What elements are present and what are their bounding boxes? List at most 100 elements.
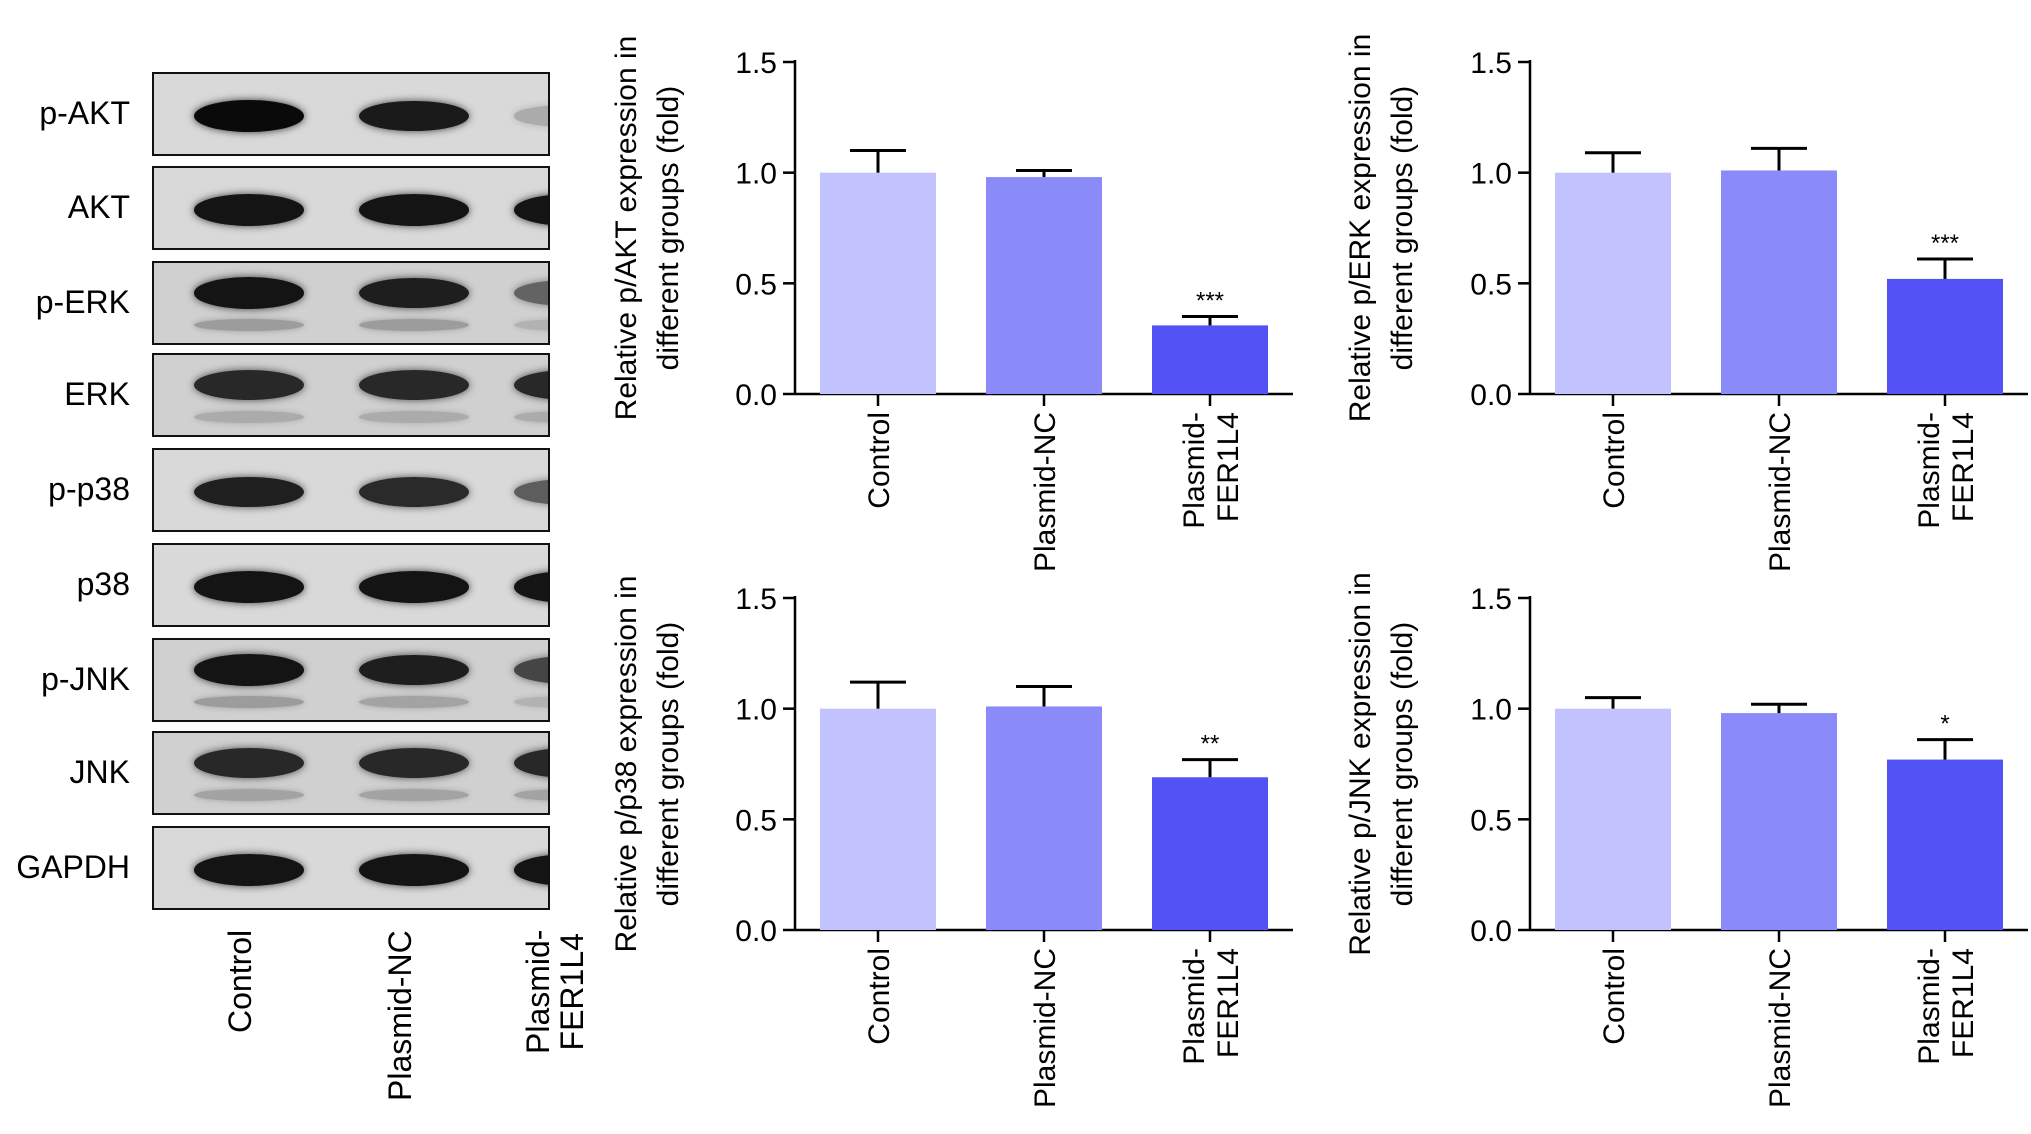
x-tick-label: Control — [863, 412, 896, 509]
x-tick-label: Plasmid-NC — [1764, 948, 1797, 1108]
blot-row-box — [152, 353, 550, 437]
blot-band — [359, 571, 469, 603]
x-tick-label: Plasmid- — [1913, 948, 1946, 1065]
x-tick-label: Plasmid-NC — [1764, 412, 1797, 572]
blot-band-secondary — [359, 319, 469, 331]
y-axis-label: Relative p/p38 expression in — [610, 576, 643, 953]
blot-row-label: GAPDH — [16, 849, 130, 885]
bar — [1721, 170, 1837, 394]
blot-band-secondary — [514, 319, 548, 331]
blot-row-label: AKT — [67, 189, 130, 225]
bar — [986, 177, 1102, 394]
x-tick-label: Control — [863, 948, 896, 1045]
bar — [1887, 278, 2003, 394]
blot-band — [194, 370, 304, 400]
y-axis-label: different groups (fold) — [1386, 86, 1419, 371]
bar — [1555, 708, 1671, 930]
y-tick-label: 1.0 — [1470, 158, 1512, 191]
blot-band — [194, 748, 304, 778]
bar — [820, 708, 936, 930]
blot-band — [359, 194, 469, 226]
blot-band-secondary — [514, 411, 548, 423]
blot-row-box — [152, 543, 550, 627]
blot-band-secondary — [359, 411, 469, 423]
x-tick-label: Plasmid- — [1178, 412, 1211, 529]
blot-row-box — [152, 72, 550, 156]
blot-band — [194, 476, 304, 508]
blot-band — [194, 277, 304, 309]
y-tick-label: 0.0 — [735, 915, 777, 948]
bar — [820, 172, 936, 394]
y-tick-label: 0.5 — [735, 268, 777, 301]
significance-label: *** — [1931, 230, 1959, 257]
y-axis-label: Relative p/ERK expression in — [1344, 34, 1377, 423]
blot-band-secondary — [514, 696, 548, 708]
blot-row-label: p-JNK — [41, 661, 130, 697]
bar — [1887, 759, 2003, 930]
blot-row-box — [152, 166, 550, 250]
blot-row-label: ERK — [64, 376, 130, 412]
x-tick-label: Plasmid- — [1913, 412, 1946, 529]
blot-band-secondary — [359, 696, 469, 708]
x-tick-label: FER1L4 — [1947, 412, 1980, 522]
x-tick-label: Control — [1598, 412, 1631, 509]
blot-band-secondary — [194, 696, 304, 708]
blot-band — [194, 654, 304, 686]
x-tick-label: Control — [1598, 948, 1631, 1045]
blot-row-label: p38 — [76, 566, 130, 602]
y-tick-label: 0.5 — [735, 804, 777, 837]
y-tick-label: 1.0 — [1470, 694, 1512, 727]
blot-band-secondary — [194, 319, 304, 331]
y-tick-label: 1.5 — [1470, 583, 1512, 616]
y-tick-label: 1.0 — [735, 158, 777, 191]
blot-band-secondary — [359, 789, 469, 801]
y-tick-label: 0.5 — [1470, 268, 1512, 301]
y-tick-label: 0.0 — [1470, 915, 1512, 948]
x-tick-label: Plasmid-NC — [1029, 412, 1062, 572]
y-axis-label: different groups (fold) — [652, 622, 685, 907]
blot-row-box — [152, 731, 550, 815]
blot-row-box — [152, 261, 550, 345]
blot-row-label: p-ERK — [35, 284, 130, 320]
y-axis-label: different groups (fold) — [652, 86, 685, 371]
y-axis-label: Relative p/AKT expression in — [610, 36, 643, 421]
blot-row-box — [152, 826, 550, 910]
blot-row-label: JNK — [69, 754, 130, 790]
blot-band — [359, 654, 469, 686]
x-tick-label: Plasmid- — [1178, 948, 1211, 1065]
blot-band — [359, 748, 469, 778]
blot-band — [194, 571, 304, 603]
blot-band — [514, 105, 548, 127]
x-tick-label: FER1L4 — [1212, 948, 1245, 1058]
y-tick-label: 0.0 — [735, 379, 777, 412]
blot-row-label: p-AKT — [39, 95, 130, 131]
blot-band — [359, 477, 469, 507]
y-tick-label: 1.5 — [735, 583, 777, 616]
blot-band — [359, 277, 469, 309]
blot-band — [194, 854, 304, 886]
x-tick-label: FER1L4 — [1947, 948, 1980, 1058]
significance-label: ** — [1201, 731, 1220, 758]
bar — [1152, 777, 1268, 930]
y-axis-label: different groups (fold) — [1386, 622, 1419, 907]
y-tick-label: 1.0 — [735, 694, 777, 727]
blot-band-secondary — [514, 789, 548, 801]
significance-label: *** — [1196, 288, 1224, 315]
blot-band-secondary — [194, 411, 304, 423]
blot-band-secondary — [194, 789, 304, 801]
blot-band — [194, 100, 304, 132]
y-tick-label: 1.5 — [735, 47, 777, 80]
blot-band — [194, 194, 304, 226]
blot-row-box — [152, 448, 550, 532]
bar — [986, 706, 1102, 930]
western-blot-panel: p-AKT AKT p-ERK ERK p-p38 p38 p-JNK JNK GAPDH Con… — [0, 0, 600, 1134]
y-axis-label: Relative p/JNK expression in — [1344, 572, 1377, 956]
blot-band — [359, 100, 469, 132]
bar — [1152, 325, 1268, 394]
blot-row-label: p-p38 — [48, 471, 130, 507]
x-tick-label: FER1L4 — [1212, 412, 1245, 522]
bar — [1721, 713, 1837, 930]
x-tick-label: Plasmid-NC — [1029, 948, 1062, 1108]
bar — [1555, 172, 1671, 394]
